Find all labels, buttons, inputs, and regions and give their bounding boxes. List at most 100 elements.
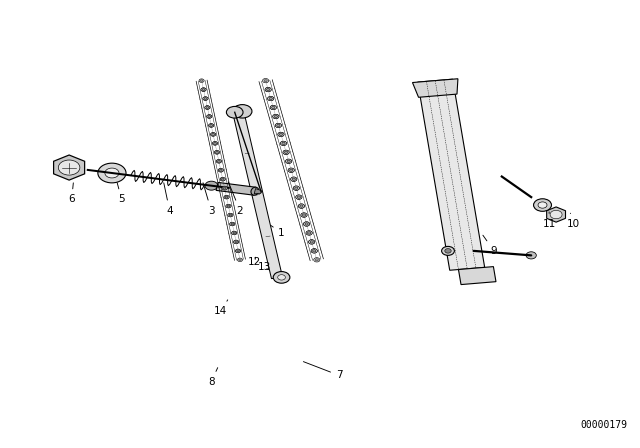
- Text: 2: 2: [228, 182, 243, 215]
- Circle shape: [298, 196, 300, 198]
- Circle shape: [231, 223, 234, 225]
- Circle shape: [214, 151, 220, 154]
- Circle shape: [291, 177, 297, 181]
- Circle shape: [288, 168, 294, 172]
- Circle shape: [280, 134, 282, 135]
- Circle shape: [442, 246, 454, 255]
- Circle shape: [301, 213, 307, 217]
- Circle shape: [230, 222, 235, 226]
- Circle shape: [225, 196, 228, 198]
- Circle shape: [216, 159, 221, 163]
- Circle shape: [283, 150, 289, 155]
- Circle shape: [293, 186, 300, 190]
- Circle shape: [300, 205, 303, 207]
- Circle shape: [296, 195, 302, 199]
- Circle shape: [295, 187, 298, 189]
- Polygon shape: [54, 155, 84, 180]
- Circle shape: [275, 123, 282, 128]
- Circle shape: [207, 115, 212, 118]
- Polygon shape: [216, 182, 256, 195]
- Circle shape: [308, 232, 310, 234]
- Circle shape: [285, 151, 287, 153]
- Circle shape: [534, 199, 552, 211]
- Circle shape: [291, 177, 297, 181]
- Text: 9: 9: [483, 235, 497, 256]
- Circle shape: [265, 87, 271, 92]
- Circle shape: [316, 259, 318, 261]
- Circle shape: [204, 98, 207, 99]
- Circle shape: [227, 205, 230, 207]
- Circle shape: [308, 232, 310, 234]
- Circle shape: [236, 249, 241, 253]
- Circle shape: [220, 177, 225, 181]
- Circle shape: [272, 107, 275, 108]
- Circle shape: [313, 250, 316, 252]
- Circle shape: [233, 104, 252, 118]
- Text: 6: 6: [68, 183, 75, 204]
- Circle shape: [270, 105, 276, 110]
- Circle shape: [550, 211, 562, 219]
- Circle shape: [282, 142, 285, 144]
- Polygon shape: [418, 79, 484, 270]
- Circle shape: [224, 195, 229, 199]
- Circle shape: [292, 178, 295, 180]
- Circle shape: [203, 97, 208, 100]
- Circle shape: [210, 125, 212, 126]
- Circle shape: [298, 204, 305, 208]
- Circle shape: [227, 205, 230, 207]
- Circle shape: [207, 115, 212, 118]
- Circle shape: [280, 141, 287, 146]
- Circle shape: [272, 107, 275, 108]
- Circle shape: [295, 187, 298, 189]
- Circle shape: [280, 141, 287, 146]
- Circle shape: [220, 177, 225, 181]
- Circle shape: [105, 168, 119, 178]
- Circle shape: [205, 106, 210, 109]
- Text: 3: 3: [203, 183, 214, 215]
- Circle shape: [218, 160, 220, 162]
- Circle shape: [293, 186, 300, 190]
- Circle shape: [268, 96, 274, 101]
- Circle shape: [538, 202, 547, 208]
- Circle shape: [211, 133, 216, 136]
- Text: 8: 8: [208, 368, 218, 387]
- Circle shape: [221, 178, 224, 180]
- Circle shape: [235, 241, 237, 243]
- Text: 12: 12: [248, 257, 261, 267]
- Circle shape: [232, 231, 237, 235]
- Circle shape: [280, 134, 282, 135]
- Text: 11: 11: [543, 212, 556, 229]
- Circle shape: [303, 222, 310, 226]
- Text: 4: 4: [164, 183, 173, 215]
- Circle shape: [98, 163, 126, 183]
- Circle shape: [205, 106, 210, 109]
- Circle shape: [298, 204, 305, 208]
- Circle shape: [267, 89, 269, 90]
- Circle shape: [205, 181, 218, 190]
- Circle shape: [228, 213, 233, 217]
- Circle shape: [201, 88, 206, 91]
- Circle shape: [288, 168, 294, 172]
- Circle shape: [314, 258, 320, 262]
- Circle shape: [236, 249, 241, 253]
- Circle shape: [208, 116, 211, 117]
- Circle shape: [285, 151, 287, 153]
- Text: 1: 1: [271, 226, 285, 238]
- Circle shape: [212, 134, 214, 135]
- Circle shape: [301, 213, 307, 217]
- Circle shape: [311, 249, 317, 253]
- Circle shape: [308, 240, 315, 244]
- Circle shape: [235, 241, 237, 243]
- Circle shape: [199, 79, 204, 82]
- Circle shape: [265, 87, 271, 92]
- Circle shape: [310, 241, 313, 243]
- Circle shape: [216, 151, 218, 153]
- Circle shape: [267, 89, 269, 90]
- Circle shape: [228, 213, 233, 217]
- Circle shape: [303, 214, 305, 216]
- Circle shape: [206, 107, 209, 108]
- Circle shape: [221, 178, 224, 180]
- Circle shape: [224, 195, 229, 199]
- Circle shape: [275, 116, 277, 117]
- Circle shape: [310, 241, 313, 243]
